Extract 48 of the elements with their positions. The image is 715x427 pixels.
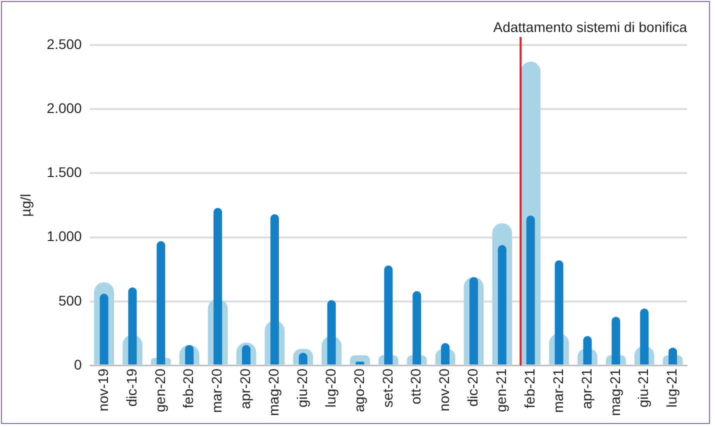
y-tick-label: 2.000 bbox=[46, 100, 82, 116]
bar bbox=[412, 291, 422, 365]
x-tick-label: giu-20 bbox=[294, 368, 310, 408]
bar bbox=[128, 287, 137, 365]
x-tick-label: nov-19 bbox=[94, 368, 111, 412]
x-tick-label: ago-20 bbox=[350, 368, 367, 412]
ref-line-label: Adattamento sistemi di bonifica bbox=[493, 18, 688, 35]
x-tick-label: ott-20 bbox=[408, 368, 424, 404]
y-tick-label: 1.000 bbox=[46, 228, 82, 244]
x-tick-label: feb-20 bbox=[180, 368, 196, 408]
x-tick-label: apr-20 bbox=[237, 368, 254, 409]
x-tick-label: giu-21 bbox=[635, 368, 652, 408]
x-tick-label: dic-20 bbox=[464, 368, 481, 407]
bar bbox=[156, 241, 166, 365]
x-tick-label: mag-20 bbox=[266, 368, 282, 416]
x-tick-label: apr-21 bbox=[578, 368, 594, 409]
bar bbox=[327, 300, 336, 365]
bar bbox=[612, 316, 620, 365]
x-tick-label: gen-21 bbox=[493, 368, 510, 412]
bar bbox=[384, 266, 393, 365]
bar bbox=[498, 245, 506, 365]
bar bbox=[441, 343, 450, 365]
x-tick-label: dic-19 bbox=[123, 368, 140, 407]
y-tick-label: 0 bbox=[74, 356, 82, 372]
bar bbox=[214, 208, 222, 365]
x-tick-label: mar-21 bbox=[550, 368, 566, 413]
x-tick-label: set-20 bbox=[379, 368, 396, 408]
x-tick-label: lug-20 bbox=[322, 368, 338, 408]
y-tick-label: 2.500 bbox=[46, 36, 82, 52]
bar bbox=[668, 348, 678, 365]
bar bbox=[242, 345, 250, 365]
bar bbox=[270, 214, 279, 365]
x-tick-label: mag-21 bbox=[606, 368, 623, 416]
bar bbox=[526, 216, 535, 365]
x-tick-label: nov-20 bbox=[436, 368, 452, 412]
bar bbox=[583, 336, 592, 365]
bar bbox=[640, 308, 649, 365]
y-axis-title: µg/l bbox=[17, 194, 34, 217]
x-tick-label: mar-20 bbox=[208, 368, 225, 413]
bar bbox=[100, 294, 108, 365]
y-tick-label: 1.500 bbox=[46, 164, 82, 180]
x-tick-label: gen-20 bbox=[152, 368, 168, 412]
bar bbox=[185, 345, 194, 365]
bar bbox=[554, 260, 564, 365]
bar bbox=[469, 277, 478, 365]
x-tick-label: feb-21 bbox=[521, 368, 538, 408]
y-tick-label: 500 bbox=[58, 292, 82, 308]
x-tick-label: lug-21 bbox=[664, 368, 680, 408]
